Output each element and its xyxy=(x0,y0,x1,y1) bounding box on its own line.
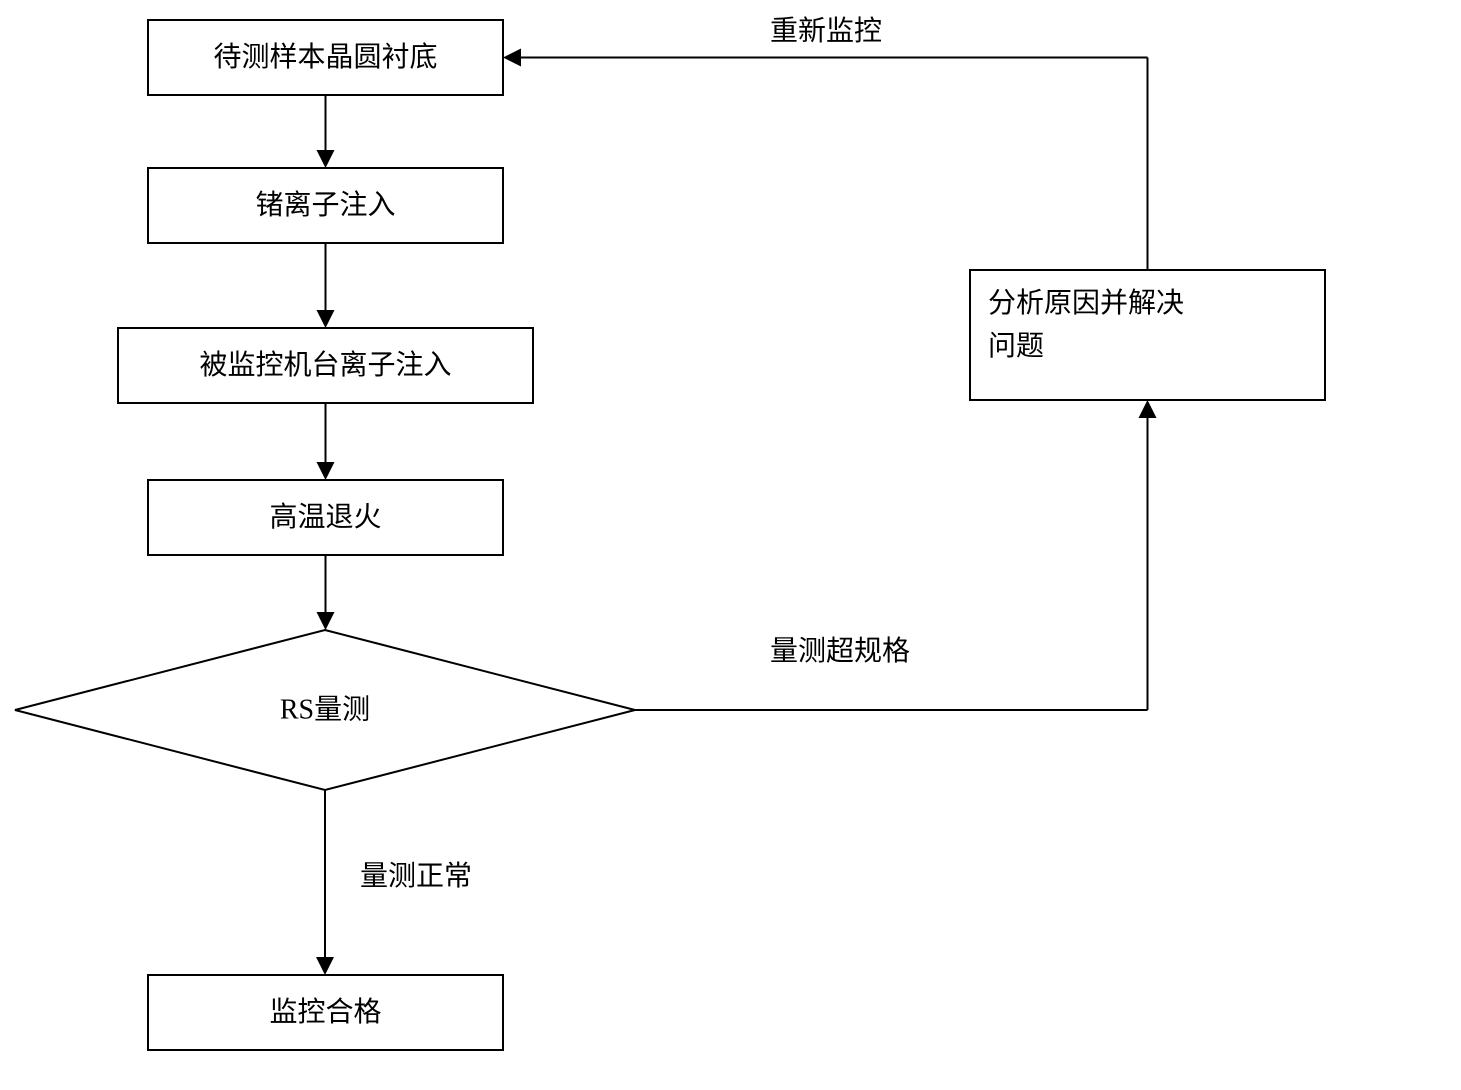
e6-label: 量测超规格 xyxy=(770,635,910,667)
n6-label: 监控合格 xyxy=(269,996,381,1028)
n2-label: 锗离子注入 xyxy=(255,189,395,221)
flowchart-canvas: 待测样本晶圆衬底锗离子注入被监控机台离子注入高温退火 RS量测监控合格 分析原因并解… xyxy=(0,0,1461,1090)
e7-label: 重新监控 xyxy=(770,15,882,47)
n5-label: RS量测 xyxy=(280,695,370,726)
n7-label-1: 分析原因并解决 xyxy=(988,287,1184,319)
n3-label: 被监控机台离子注入 xyxy=(199,349,451,381)
n7-label-2: 问题 xyxy=(988,330,1044,362)
n1-label: 待测样本晶圆衬底 xyxy=(213,41,437,73)
e5-label: 量测正常 xyxy=(360,860,472,892)
n4-label: 高温退火 xyxy=(269,501,381,533)
